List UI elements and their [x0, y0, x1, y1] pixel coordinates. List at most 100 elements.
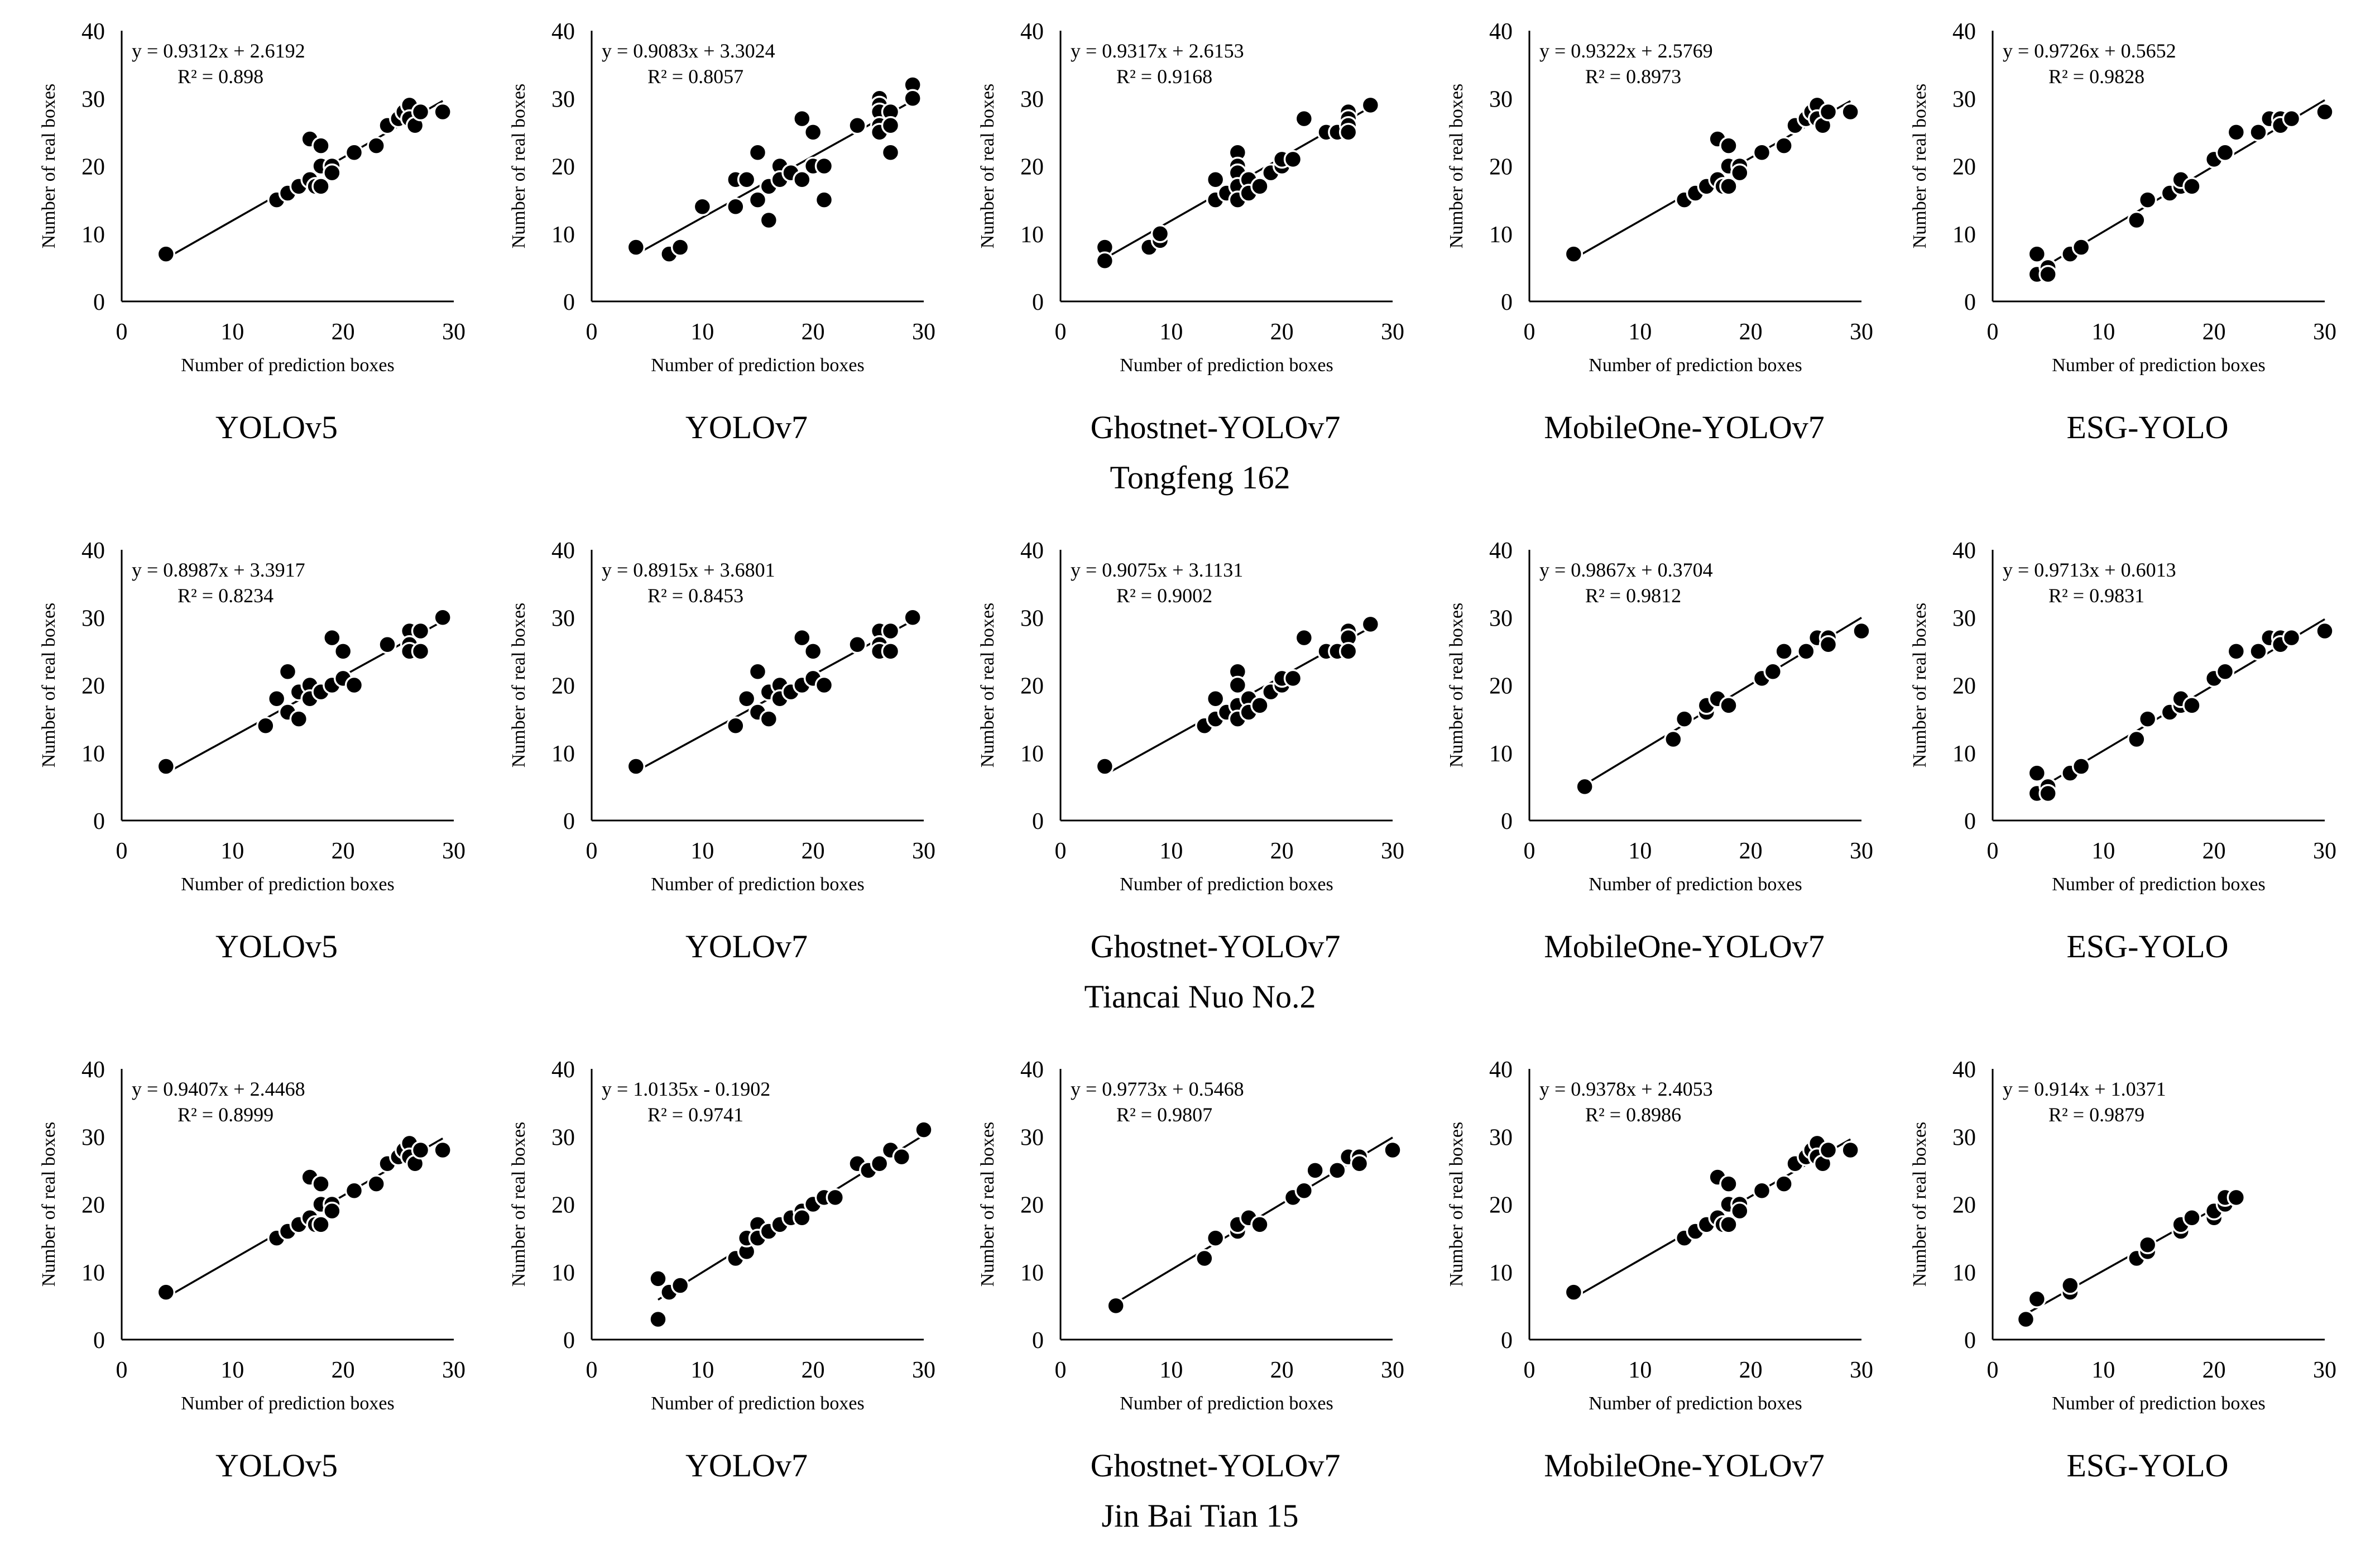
data-point	[1841, 102, 1860, 122]
chart-panel: 0 10 20 30 40 0 10 20 30 Number of prediction box…	[508, 19, 935, 445]
y-tick-label: 20	[1020, 674, 1044, 699]
y-tick-label: 0	[1501, 809, 1513, 834]
x-tick-label: 30	[1381, 838, 1404, 864]
x-tick-label: 0	[1987, 319, 1999, 345]
data-point	[2027, 244, 2047, 263]
y-axis-title: Number of real boxes	[977, 1122, 998, 1287]
data-point	[1338, 642, 1358, 661]
y-tick-label: 0	[93, 1328, 105, 1354]
model-label: YOLOv5	[215, 928, 338, 965]
data-point	[156, 244, 176, 263]
regression-equation: y = 0.9867x + 0.3704	[1539, 559, 1713, 581]
y-tick-label: 20	[1489, 1193, 1513, 1218]
x-tick-label: 20	[1739, 319, 1763, 345]
y-axis-title: Number of real boxes	[1446, 1122, 1467, 1287]
r-squared: R² = 0.9168	[1116, 65, 1212, 88]
y-tick-label: 20	[551, 155, 575, 180]
y-tick-label: 30	[1020, 606, 1044, 631]
y-axis-title: Number of real boxes	[1446, 84, 1467, 249]
x-axis-title: Number of prediction boxes	[1120, 874, 1333, 895]
r-squared: R² = 0.8973	[1585, 65, 1681, 88]
x-tick-label: 20	[2203, 319, 2226, 345]
data-point	[914, 1120, 933, 1139]
data-point	[333, 642, 353, 661]
x-tick-label: 10	[690, 838, 714, 864]
y-tick-label: 20	[1952, 155, 1976, 180]
x-tick-label: 30	[1850, 838, 1873, 864]
data-point	[311, 136, 330, 155]
data-point	[881, 642, 900, 661]
model-label: YOLOv5	[215, 409, 338, 445]
y-tick-label: 30	[1952, 1125, 1976, 1150]
x-tick-label: 20	[1270, 319, 1294, 345]
x-tick-label: 30	[442, 319, 466, 345]
x-tick-label: 0	[1987, 1357, 1999, 1383]
data-point	[2227, 123, 2246, 142]
regression-equation: y = 0.9322x + 2.5769	[1539, 40, 1713, 62]
data-point	[311, 177, 330, 196]
regression-equation: y = 0.8915x + 3.6801	[602, 559, 775, 581]
data-point	[267, 689, 286, 708]
x-tick-label: 10	[220, 1357, 244, 1383]
y-tick-label: 0	[563, 809, 575, 834]
x-tick-label: 20	[1739, 838, 1763, 864]
y-tick-label: 30	[81, 87, 105, 112]
y-tick-label: 0	[1964, 290, 1976, 315]
x-tick-label: 30	[442, 838, 466, 864]
x-axis-title: Number of prediction boxes	[181, 874, 394, 895]
data-point	[344, 143, 364, 162]
y-tick-label: 10	[1489, 741, 1513, 767]
y-tick-label: 40	[551, 19, 575, 45]
data-point	[1250, 696, 1269, 715]
data-point	[2038, 784, 2057, 803]
y-tick-label: 10	[551, 222, 575, 248]
x-tick-label: 10	[1159, 319, 1183, 345]
r-squared: R² = 0.9828	[2048, 65, 2144, 88]
data-point	[1841, 1140, 1860, 1160]
data-point	[1250, 1215, 1269, 1234]
y-tick-label: 10	[1489, 1260, 1513, 1286]
data-point	[2127, 730, 2146, 749]
y-axis-title: Number of real boxes	[1909, 84, 1930, 249]
y-tick-label: 40	[81, 538, 105, 564]
y-tick-label: 30	[1952, 87, 1976, 112]
x-tick-label: 10	[1628, 319, 1652, 345]
data-point	[1383, 1140, 1402, 1160]
data-point	[903, 608, 922, 627]
data-point	[1206, 1229, 1225, 1247]
chart-panel: 0 10 20 30 40 0 10 20 30 Number of prediction box…	[1909, 19, 2336, 445]
y-tick-label: 10	[1952, 222, 1976, 248]
y-tick-label: 10	[1489, 222, 1513, 248]
data-point	[726, 716, 745, 735]
y-tick-label: 0	[1501, 290, 1513, 315]
x-axis-title: Number of prediction boxes	[2052, 355, 2265, 376]
model-label: MobileOne-YOLOv7	[1544, 928, 1825, 965]
x-tick-label: 30	[2313, 838, 2336, 864]
x-tick-label: 20	[2203, 838, 2226, 864]
y-tick-label: 10	[1020, 741, 1044, 767]
r-squared: R² = 0.8453	[647, 584, 743, 607]
y-tick-label: 30	[551, 1125, 575, 1150]
x-tick-label: 10	[220, 319, 244, 345]
y-tick-label: 10	[551, 741, 575, 767]
data-point	[670, 1276, 690, 1295]
x-tick-label: 20	[802, 838, 825, 864]
y-axis-title: Number of real boxes	[39, 84, 59, 249]
y-tick-label: 20	[81, 674, 105, 699]
data-point	[759, 709, 779, 728]
data-point	[2182, 177, 2201, 196]
data-point	[1774, 642, 1793, 661]
variety-caption: Tiancai Nuo No.2	[1084, 978, 1316, 1015]
data-point	[2215, 143, 2235, 162]
y-tick-label: 10	[1020, 222, 1044, 248]
regression-equation: y = 0.9726x + 0.5652	[2003, 40, 2176, 62]
y-tick-label: 0	[1964, 809, 1976, 834]
x-axis-title: Number of prediction boxes	[2052, 1393, 2265, 1414]
y-tick-label: 40	[1952, 19, 1976, 45]
x-tick-label: 0	[1055, 319, 1067, 345]
data-point	[649, 1269, 668, 1288]
x-tick-label: 30	[1850, 319, 1873, 345]
y-tick-label: 40	[551, 1057, 575, 1083]
model-label: YOLOv7	[685, 928, 808, 965]
y-tick-label: 10	[81, 1260, 105, 1286]
